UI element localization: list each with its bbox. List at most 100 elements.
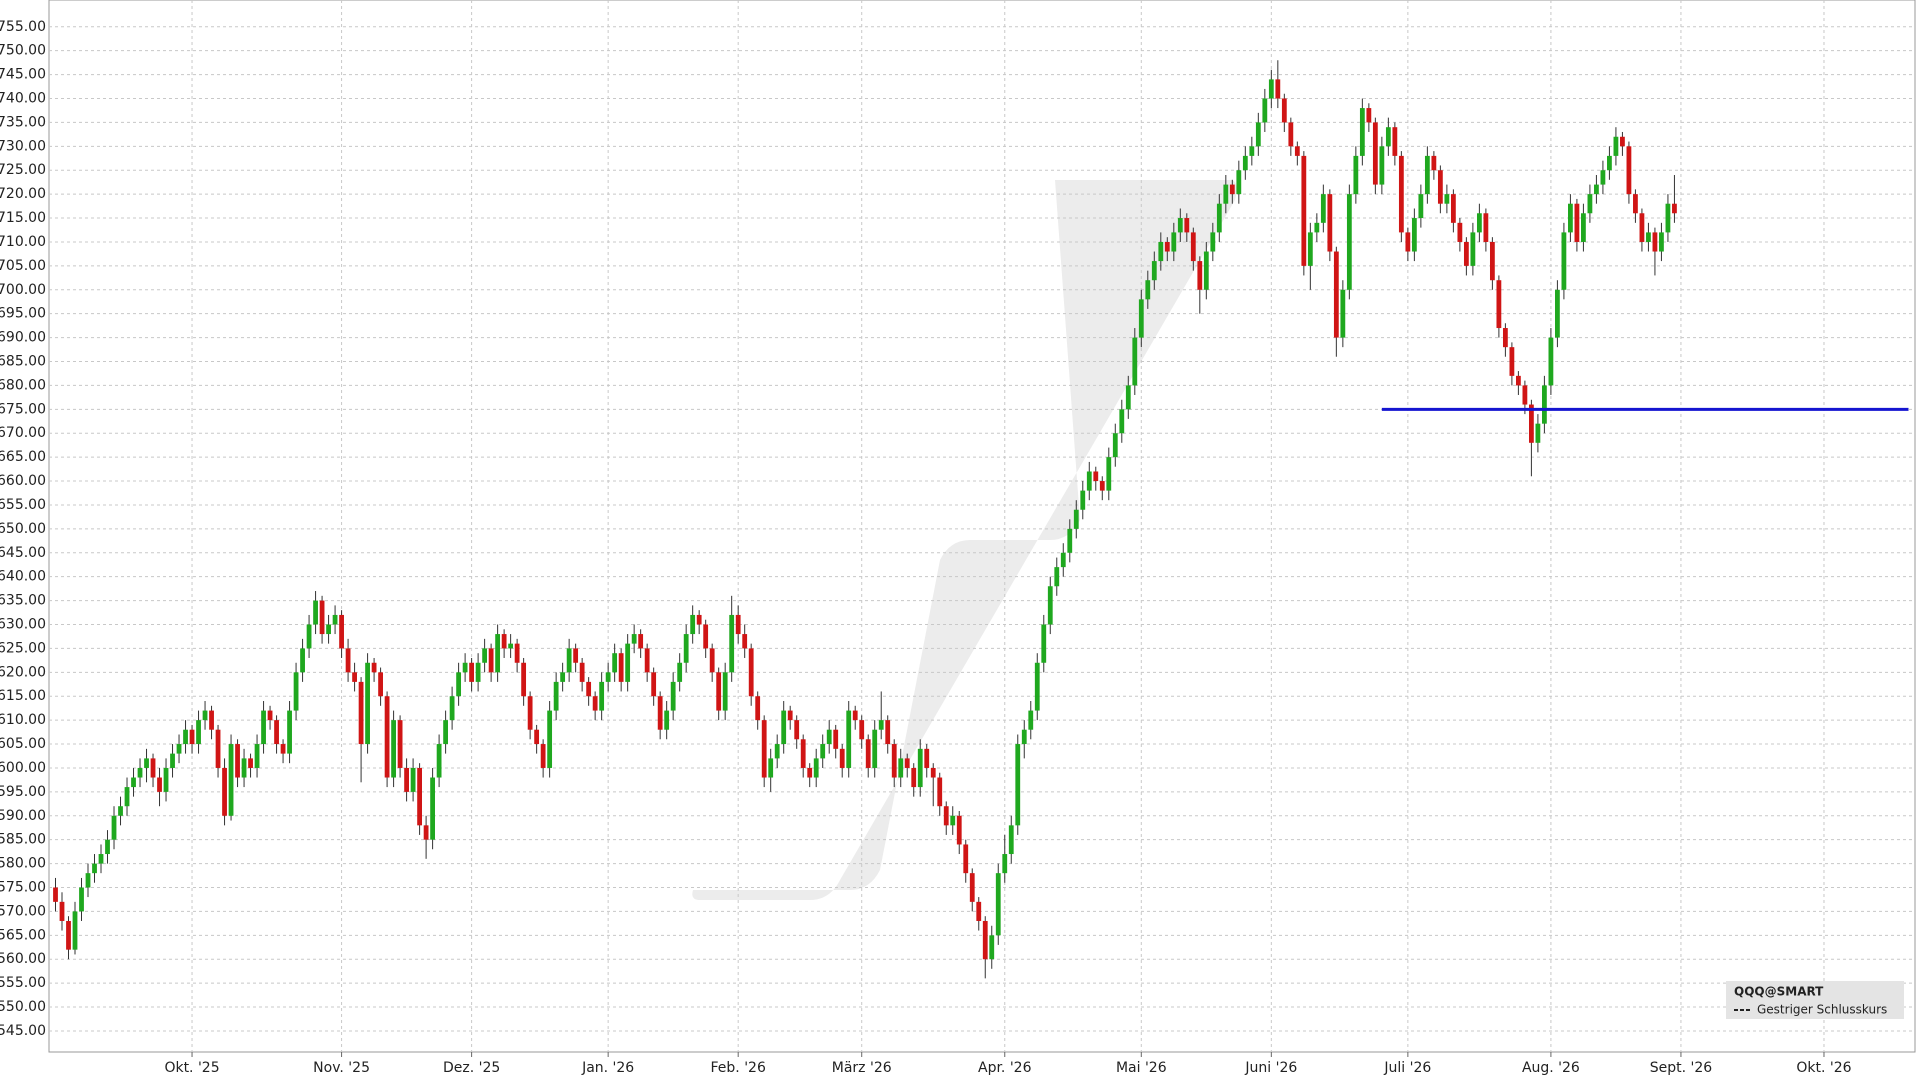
candle-body — [319, 600, 325, 635]
candle-body — [98, 854, 104, 864]
x-tick-label: Sept. '26 — [1650, 1060, 1713, 1076]
candle-body — [469, 662, 475, 682]
candle-body — [657, 696, 663, 730]
candle-body — [956, 815, 962, 845]
candle-body — [163, 767, 169, 792]
candle-body — [631, 634, 637, 644]
candle-body — [813, 758, 819, 778]
y-tick-label: 675.00 — [0, 401, 46, 417]
candle-body — [1626, 146, 1632, 195]
x-tick-label: März '26 — [832, 1060, 892, 1076]
candle-body — [1288, 122, 1294, 147]
candle-body — [839, 748, 845, 768]
legend: QQQ@SMART Gestriger Schlusskurs — [1726, 981, 1904, 1019]
y-tick-label: 555.00 — [0, 975, 46, 991]
candle-body — [969, 873, 975, 902]
candle-body — [1398, 155, 1404, 233]
candle-body — [1431, 155, 1437, 171]
candle-body — [274, 720, 279, 745]
x-tick-label: Jan. '26 — [581, 1060, 634, 1076]
candle-body — [495, 634, 501, 673]
candle-body — [748, 648, 754, 697]
x-tick-label: Aug. '26 — [1522, 1060, 1580, 1076]
candle-body — [605, 672, 611, 682]
x-tick-label: Mai '26 — [1116, 1060, 1167, 1076]
candle-body — [241, 758, 247, 778]
candle-body — [1418, 194, 1424, 219]
candle-body — [1515, 375, 1521, 386]
candle-body — [1528, 404, 1534, 443]
candle-body — [1203, 251, 1209, 290]
candle-body — [1177, 218, 1183, 233]
candle-body — [326, 624, 331, 635]
candle-body — [1392, 127, 1398, 156]
candle-body — [677, 662, 683, 682]
y-tick-label: 715.00 — [0, 210, 46, 226]
candle-body — [482, 648, 488, 663]
candle-body — [651, 672, 657, 697]
candle-body — [1080, 490, 1086, 510]
candle-body — [1600, 170, 1606, 185]
candle-body — [735, 614, 741, 635]
candle-body — [157, 777, 162, 792]
candle-body — [488, 648, 494, 673]
candle-body — [358, 681, 364, 745]
y-tick-label: 680.00 — [0, 377, 46, 393]
candle-body — [144, 758, 149, 768]
candle-body — [787, 710, 793, 721]
candle-body — [339, 614, 344, 649]
candle-body — [1535, 423, 1541, 443]
candle-body — [1210, 232, 1216, 252]
candle-body — [1099, 481, 1105, 491]
y-tick-label: 620.00 — [0, 664, 46, 680]
candle-body — [579, 662, 585, 682]
y-tick-label: 700.00 — [0, 282, 46, 298]
candle-body — [690, 614, 696, 635]
candle-body — [833, 729, 839, 749]
candle-body — [534, 729, 540, 745]
candle-body — [189, 729, 195, 745]
candle-body — [976, 901, 982, 921]
candle-body — [293, 672, 299, 711]
y-tick-label: 745.00 — [0, 67, 46, 83]
candle-body — [586, 681, 592, 697]
candle-body — [1659, 232, 1664, 252]
candle-body — [1587, 194, 1593, 214]
watermark — [692, 180, 1237, 900]
candle-body — [1028, 710, 1034, 730]
candle-body — [547, 710, 553, 768]
candle-body — [430, 777, 436, 840]
candle-body — [729, 614, 735, 673]
candle-body — [1119, 409, 1125, 434]
candle-body — [397, 720, 403, 768]
candle-body — [1275, 79, 1281, 99]
candle-body — [1132, 337, 1138, 386]
y-tick-label: 600.00 — [0, 760, 46, 776]
candle-body — [1106, 457, 1112, 491]
y-tick-label: 595.00 — [0, 784, 46, 800]
candle-body — [1112, 433, 1118, 458]
candle-body — [1620, 136, 1625, 147]
y-tick-label: 605.00 — [0, 736, 46, 752]
candle-body — [1021, 729, 1027, 745]
candle-body — [1158, 241, 1164, 262]
candle-body — [1262, 98, 1268, 123]
candle-body — [664, 710, 670, 730]
candle-body — [378, 672, 383, 697]
candle-body — [709, 648, 715, 673]
candle-body — [222, 767, 227, 816]
candle-body — [131, 777, 136, 788]
candle-body — [1249, 146, 1255, 156]
candle-body — [1236, 170, 1242, 195]
x-tick-label: Nov. '25 — [313, 1060, 370, 1076]
candle-body — [1320, 194, 1326, 223]
candle-body — [755, 696, 761, 721]
candle-body — [1255, 122, 1261, 147]
candle-body — [508, 643, 514, 649]
candle-body — [937, 777, 943, 807]
y-tick-label: 590.00 — [0, 808, 46, 824]
legend-box — [1726, 981, 1904, 1019]
candle-body — [1405, 232, 1411, 252]
y-tick-label: 645.00 — [0, 545, 46, 561]
